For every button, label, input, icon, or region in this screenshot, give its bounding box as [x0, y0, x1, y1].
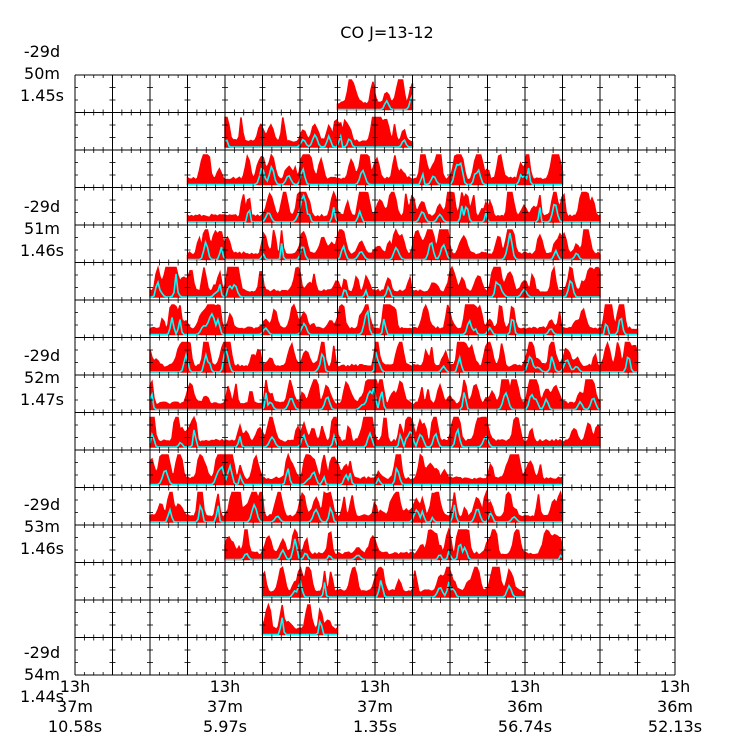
y-tick-label: -29d 50m 1.45s — [20, 42, 64, 105]
observed-spectra-row-10 — [149, 452, 564, 486]
observed-spectra-row-7 — [149, 341, 639, 373]
x-tick-label: 13h 37m 10.58s — [48, 677, 102, 736]
observed-spectra-row-13 — [261, 566, 526, 598]
model-spectra-row-1 — [224, 133, 413, 148]
y-tick-label: -29d 54m 1.44s — [20, 643, 64, 706]
x-tick-label: 13h 36m 56.74s — [498, 677, 552, 736]
y-tick-label: -29d 52m 1.47s — [20, 346, 64, 409]
observed-spectra-row-4 — [186, 228, 601, 261]
observed-spectra-row-11 — [149, 489, 564, 523]
x-tick-label: 13h 37m 5.97s — [203, 677, 247, 736]
x-tick-label: 13h 36m 52.13s — [648, 677, 702, 736]
grid-layer — [74, 74, 676, 676]
spectra-layer — [149, 79, 639, 636]
observed-spectra-row-1 — [224, 116, 414, 148]
observed-spectra-row-3 — [186, 190, 601, 223]
y-tick-labels: -29d 50m 1.45s -29d 51m 1.46s -29d 52m 1.47s -29d… — [20, 42, 64, 706]
y-tick-label: -29d 51m 1.46s — [20, 197, 64, 260]
observed-spectra-row-6 — [149, 303, 639, 336]
observed-spectra-row-12 — [224, 527, 564, 561]
x-tick-labels: 13h 37m 10.58s 13h 37m 5.97s 13h 37m 1.35s 13h 36m… — [48, 677, 702, 736]
model-spectra-row-4 — [187, 232, 600, 261]
chart-title: CO J=13-12 — [340, 23, 433, 42]
y-tick-label: -29d 53m 1.46s — [20, 495, 64, 558]
x-tick-label: 13h 37m 1.35s — [353, 677, 397, 736]
